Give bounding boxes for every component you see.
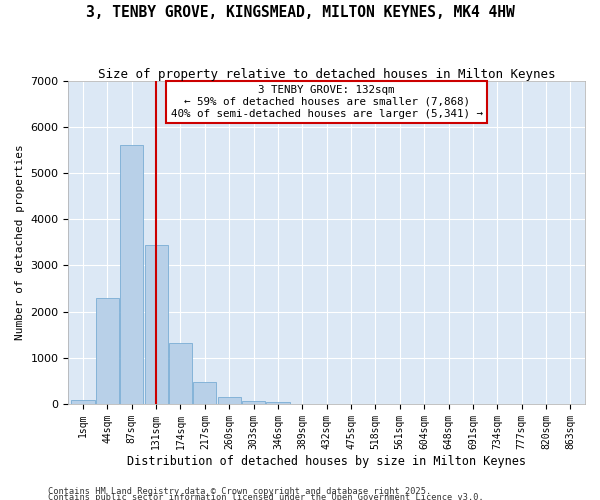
Bar: [218, 396, 241, 404]
Text: 3 TENBY GROVE: 132sqm
← 59% of detached houses are smaller (7,868)
40% of semi-d: 3 TENBY GROVE: 132sqm ← 59% of detached …: [171, 86, 483, 118]
X-axis label: Distribution of detached houses by size in Milton Keynes: Distribution of detached houses by size …: [127, 454, 526, 468]
Bar: [145, 244, 168, 404]
Bar: [169, 343, 192, 404]
Bar: [266, 402, 290, 404]
Bar: [96, 298, 119, 404]
Text: Contains HM Land Registry data © Crown copyright and database right 2025.: Contains HM Land Registry data © Crown c…: [48, 487, 431, 496]
Bar: [120, 145, 143, 404]
Y-axis label: Number of detached properties: Number of detached properties: [15, 144, 25, 340]
Bar: [193, 382, 217, 404]
Text: 3, TENBY GROVE, KINGSMEAD, MILTON KEYNES, MK4 4HW: 3, TENBY GROVE, KINGSMEAD, MILTON KEYNES…: [86, 5, 514, 20]
Bar: [242, 400, 265, 404]
Title: Size of property relative to detached houses in Milton Keynes: Size of property relative to detached ho…: [98, 68, 556, 80]
Text: Contains public sector information licensed under the Open Government Licence v3: Contains public sector information licen…: [48, 493, 484, 500]
Bar: [71, 400, 95, 404]
